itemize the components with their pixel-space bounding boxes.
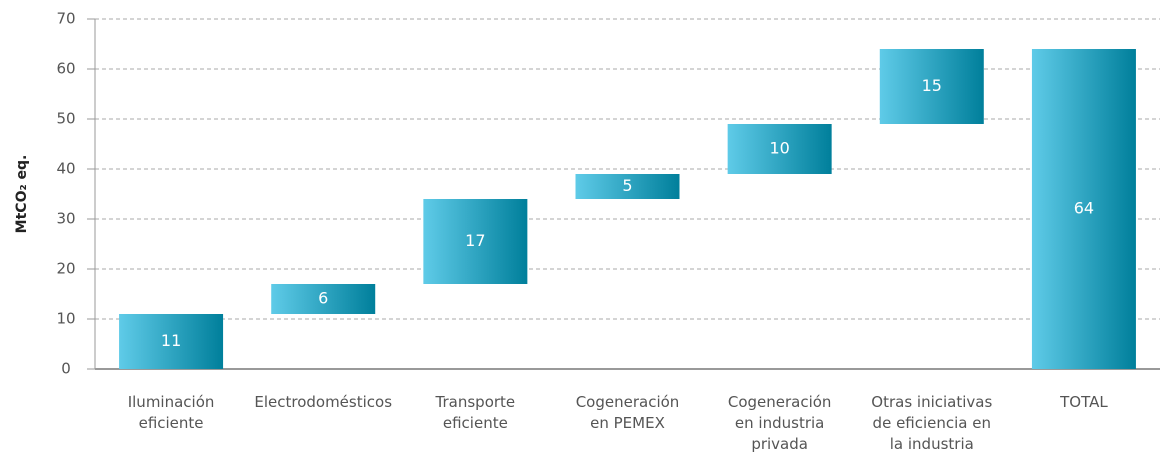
y-axis-label: MtCO₂ eq. [14, 155, 30, 234]
value-label: 10 [769, 139, 789, 158]
y-tick-label: 70 [56, 10, 75, 28]
bar [423, 199, 528, 284]
x-tick-label: Cogeneración en PEMEX [575, 393, 680, 432]
value-label: 6 [318, 289, 328, 308]
x-tick-label: TOTAL [1060, 393, 1108, 411]
bar [575, 174, 680, 199]
x-tick-label: Otras iniciativas de eficiencia en la in… [871, 393, 993, 453]
y-tick-label: 10 [56, 310, 75, 328]
x-tick-label: Iluminación eficiente [127, 393, 215, 432]
y-tick-label: 0 [61, 360, 71, 378]
value-label: 17 [465, 231, 485, 250]
bar [1031, 49, 1136, 369]
x-tick-label: Electrodomésticos [254, 393, 393, 411]
y-tick-label: 50 [56, 110, 75, 128]
bar [119, 314, 224, 369]
x-tick-label: Cogeneración en industria privada [727, 393, 832, 453]
bar [727, 124, 832, 174]
bar [879, 49, 984, 124]
value-label: 5 [622, 176, 632, 195]
value-label: 15 [922, 76, 942, 95]
y-tick-label: 60 [56, 60, 75, 78]
value-label: 11 [161, 331, 181, 350]
bar [271, 284, 376, 314]
x-tick-label: Transporte eficiente [435, 393, 516, 432]
value-label: 64 [1074, 199, 1094, 218]
y-tick-label: 20 [56, 260, 75, 278]
y-tick-label: 30 [56, 210, 75, 228]
y-tick-label: 40 [56, 160, 75, 178]
